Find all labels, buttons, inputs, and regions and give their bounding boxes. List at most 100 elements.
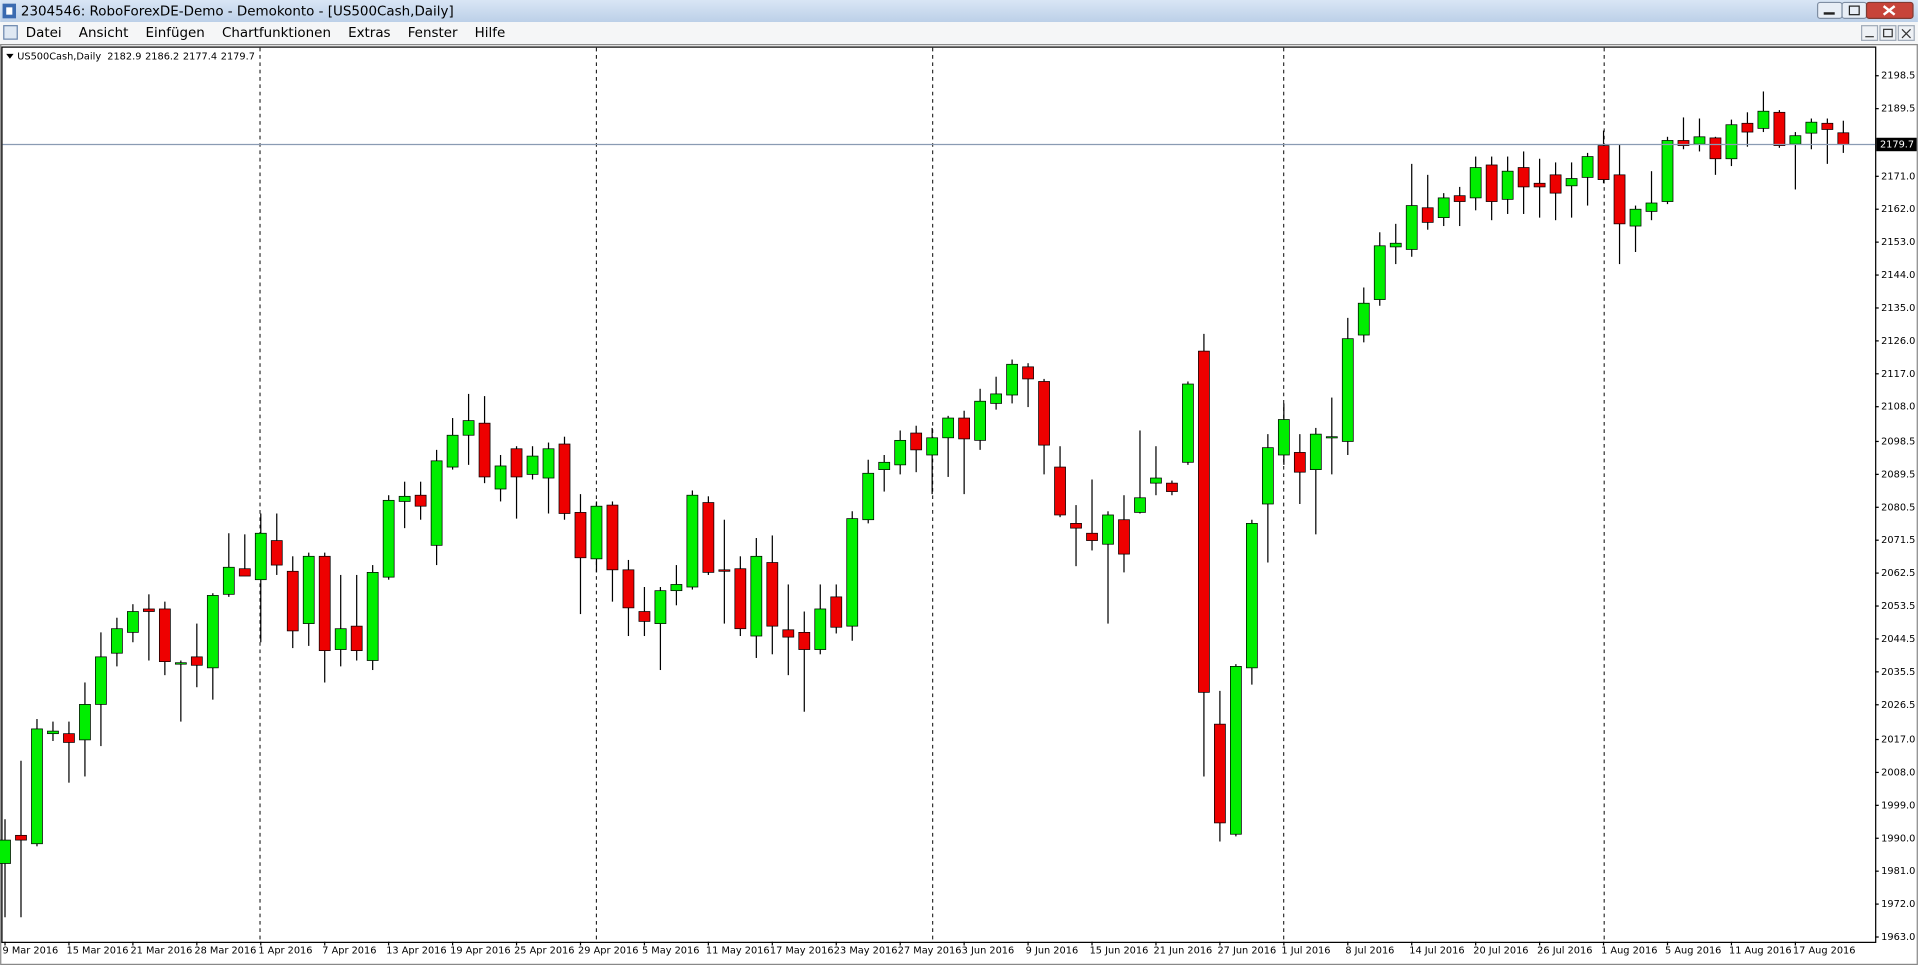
candle-body [238, 568, 251, 577]
candle-body [830, 596, 843, 628]
y-tick-label: 1999.0 [1881, 800, 1915, 811]
y-tick-label: 2035.5 [1881, 667, 1915, 678]
y-tick-label: 2144.0 [1881, 270, 1915, 281]
menu-item[interactable]: Hilfe [475, 26, 506, 41]
candle-body [1725, 124, 1738, 160]
candle-body [1613, 174, 1626, 225]
candle-body [1230, 666, 1242, 835]
candle-body [942, 417, 955, 439]
menu-item[interactable]: Einfügen [146, 26, 205, 41]
y-tick-label: 2044.5 [1881, 634, 1915, 645]
candle-body [1118, 519, 1130, 555]
maximize-icon [1848, 5, 1860, 16]
candle-body [15, 834, 27, 841]
candle-body [1677, 140, 1690, 146]
minimize-button[interactable] [1816, 1, 1843, 19]
candle-body [590, 505, 603, 560]
y-tick-label: 2198.5 [1881, 71, 1915, 82]
maximize-button[interactable] [1841, 1, 1868, 19]
x-tick-label: 11 May 2016 [706, 945, 770, 956]
menu-item[interactable]: Ansicht [79, 26, 129, 41]
candle-body [1086, 532, 1098, 541]
current-price-label: 2179.7 [1880, 139, 1914, 150]
candle-body [318, 555, 331, 652]
candle-body [462, 420, 475, 436]
x-tick-label: 19 Apr 2016 [450, 945, 510, 956]
candle-body [47, 730, 59, 735]
x-tick-label: 1 Apr 2016 [258, 945, 312, 956]
candle-body [1565, 178, 1578, 187]
candle-body [254, 532, 267, 581]
x-tick-label: 9 Mar 2016 [3, 945, 59, 956]
candle-body [1453, 195, 1466, 202]
candle-body [1421, 207, 1434, 223]
child-restore[interactable] [1879, 25, 1897, 41]
child-close-icon [1901, 28, 1911, 39]
candle-body [350, 625, 363, 652]
candle-body [1198, 350, 1210, 693]
candle-body [1517, 167, 1530, 188]
candle-body [1709, 137, 1722, 160]
y-tick-label: 2189.5 [1881, 104, 1915, 115]
y-tick-label: 2108.0 [1881, 402, 1915, 413]
child-minimize[interactable] [1861, 25, 1879, 41]
x-tick-label: 23 May 2016 [834, 945, 898, 956]
candle-body [1485, 164, 1498, 202]
y-tick-label: 2062.5 [1881, 568, 1915, 579]
y-tick-label: 2080.5 [1881, 502, 1915, 513]
x-tick-label: 7 Apr 2016 [322, 945, 376, 956]
x-tick-label: 21 Jun 2016 [1154, 945, 1213, 956]
menu-item[interactable]: Chartfunktionen [222, 26, 331, 41]
y-tick-label: 2153.0 [1881, 237, 1915, 248]
candle-body [190, 656, 203, 666]
child-icon[interactable] [3, 25, 18, 40]
candle-body [398, 495, 411, 502]
candle-body [1597, 145, 1610, 180]
candle-body [670, 584, 683, 592]
candle-body [766, 562, 779, 627]
x-tick-label: 27 Jun 2016 [1217, 945, 1276, 956]
candle-body [382, 499, 395, 578]
y-tick-label: 2171.0 [1881, 171, 1915, 182]
menu-item[interactable]: Fenster [408, 26, 458, 41]
x-tick-label: 11 Aug 2016 [1729, 945, 1792, 956]
y-tick-label: 2089.5 [1881, 469, 1915, 480]
candle-body [1373, 245, 1386, 300]
window-controls [1816, 1, 1914, 19]
header-arrow [6, 53, 14, 59]
x-tick-label: 17 May 2016 [770, 945, 834, 956]
candle-body [1773, 111, 1786, 146]
candle-body [1134, 497, 1146, 513]
menu-bar [0, 22, 1918, 45]
candle-body [174, 662, 187, 665]
y-tick-label: 1981.0 [1881, 866, 1915, 877]
candle-body [894, 439, 907, 466]
candle-body [734, 568, 747, 630]
x-tick-label: 20 Jul 2016 [1473, 945, 1528, 956]
candle-body [702, 502, 715, 573]
candle-body [1341, 338, 1354, 442]
candle-body [414, 494, 427, 507]
candle-body [334, 628, 347, 650]
header-high: 2186.2 [145, 51, 179, 62]
candle-body [1293, 452, 1306, 473]
candle-body [1693, 136, 1706, 145]
candle-body [158, 608, 171, 662]
x-tick-label: 17 Aug 2016 [1793, 945, 1856, 956]
candle-body [1645, 202, 1658, 212]
candle-body [622, 569, 635, 609]
candle-body [270, 540, 283, 566]
candle-body [1789, 135, 1802, 145]
candle-body [542, 448, 555, 479]
x-tick-label: 1 Aug 2016 [1601, 945, 1657, 956]
menu-item[interactable]: Extras [348, 26, 390, 41]
menu-item[interactable]: Datei [26, 26, 62, 41]
y-tick-label: 2071.5 [1881, 535, 1915, 546]
symbol-title: US500Cash,Daily [17, 51, 101, 62]
x-tick-label: 13 Apr 2016 [386, 945, 446, 956]
candle-body [606, 504, 619, 571]
candle-body [430, 460, 443, 546]
x-tick-label: 29 Apr 2016 [578, 945, 638, 956]
candle-body [79, 704, 91, 741]
